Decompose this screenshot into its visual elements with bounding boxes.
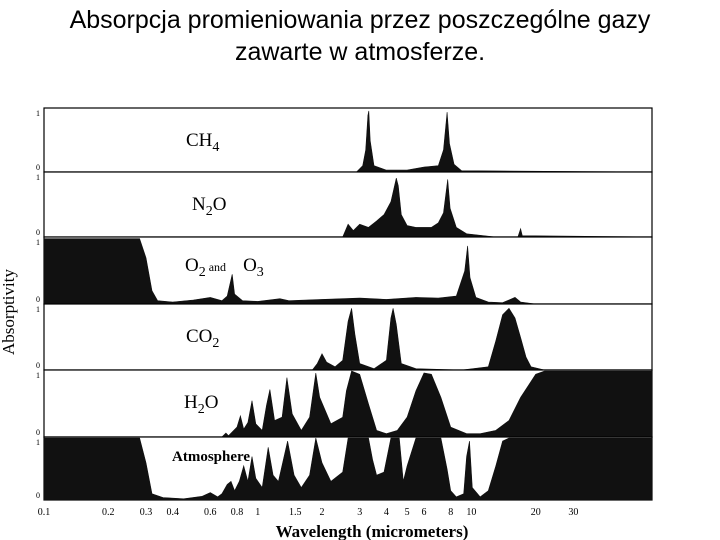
absorption-area bbox=[43, 437, 653, 501]
x-tick-label: 0.6 bbox=[204, 507, 217, 518]
series-label: H2O bbox=[184, 392, 218, 417]
absorption-area bbox=[43, 238, 652, 305]
x-tick-label: 10 bbox=[466, 507, 476, 518]
absorption-area bbox=[44, 110, 653, 173]
series-label: CO2 bbox=[186, 326, 219, 351]
x-tick-label: 8 bbox=[448, 507, 453, 518]
panel-frame bbox=[43, 107, 653, 173]
y-tick-label-0: 0 bbox=[36, 428, 40, 437]
x-tick-label: 3 bbox=[357, 507, 362, 518]
x-tick-label: 0.2 bbox=[102, 507, 115, 518]
x-tick-labels: 0.1 0.2 0.3 0.4 0.6 0.8 1 1.5 2 3 4 5 6 8 10 20 30 bbox=[38, 507, 579, 518]
x-tick-label: 4 bbox=[384, 507, 389, 518]
x-tick-label: 20 bbox=[531, 507, 541, 518]
panel-h2o: 0 1 H2O bbox=[36, 369, 653, 438]
slide-title: Absorpcja promieniowania przez poszczegó… bbox=[0, 4, 720, 68]
panel-ch4: 0 1 CH4 bbox=[36, 107, 653, 173]
series-label: Atmosphere bbox=[172, 449, 250, 465]
y-tick-label-0: 0 bbox=[36, 163, 40, 172]
y-tick-label-1: 1 bbox=[36, 438, 40, 447]
x-tick-label: 2 bbox=[320, 507, 325, 518]
x-tick-label: 1.5 bbox=[289, 507, 302, 518]
panel-atmosphere: 0 1 Atmosphere bbox=[36, 436, 653, 501]
y-tick-label-1: 1 bbox=[36, 238, 40, 247]
x-tick-label: 6 bbox=[422, 507, 427, 518]
x-tick-label: 30 bbox=[568, 507, 578, 518]
x-tick-label: 5 bbox=[405, 507, 410, 518]
series-label: N2O bbox=[192, 194, 226, 219]
panel-n2o: 0 1 N2O bbox=[36, 171, 653, 238]
x-tick-label: 0.1 bbox=[38, 507, 51, 518]
y-tick-label-1: 1 bbox=[36, 305, 40, 314]
slide-title-line-1: Absorpcja promieniowania przez poszczegó… bbox=[69, 6, 651, 34]
panel-co2: 0 1 CO2 bbox=[36, 303, 653, 371]
y-axis-label: Absorptivity bbox=[0, 269, 18, 355]
x-tick-label: 0.3 bbox=[140, 507, 153, 518]
series-label: O2 and O3 bbox=[185, 255, 264, 280]
x-axis-label: Wavelength (micrometers) bbox=[276, 522, 469, 540]
y-tick-label-0: 0 bbox=[36, 491, 40, 500]
y-tick-label-1: 1 bbox=[36, 173, 40, 182]
x-tick-label: 0.8 bbox=[231, 507, 244, 518]
y-tick-label-0: 0 bbox=[36, 228, 40, 237]
x-tick-label: 0.4 bbox=[166, 507, 179, 518]
series-label: CH4 bbox=[186, 130, 219, 155]
y-tick-label-0: 0 bbox=[36, 295, 40, 304]
slide-title-line-2: zawarte w atmosferze. bbox=[234, 38, 486, 66]
y-tick-label-1: 1 bbox=[36, 371, 40, 380]
x-tick-label: 1 bbox=[255, 507, 260, 518]
y-tick-label-0: 0 bbox=[36, 361, 40, 370]
absorption-area bbox=[44, 307, 652, 371]
panel-o2-and-o3: 0 1 O2 and O3 bbox=[36, 236, 653, 305]
y-tick-label-1: 1 bbox=[36, 109, 40, 118]
absorption-area bbox=[44, 370, 653, 438]
